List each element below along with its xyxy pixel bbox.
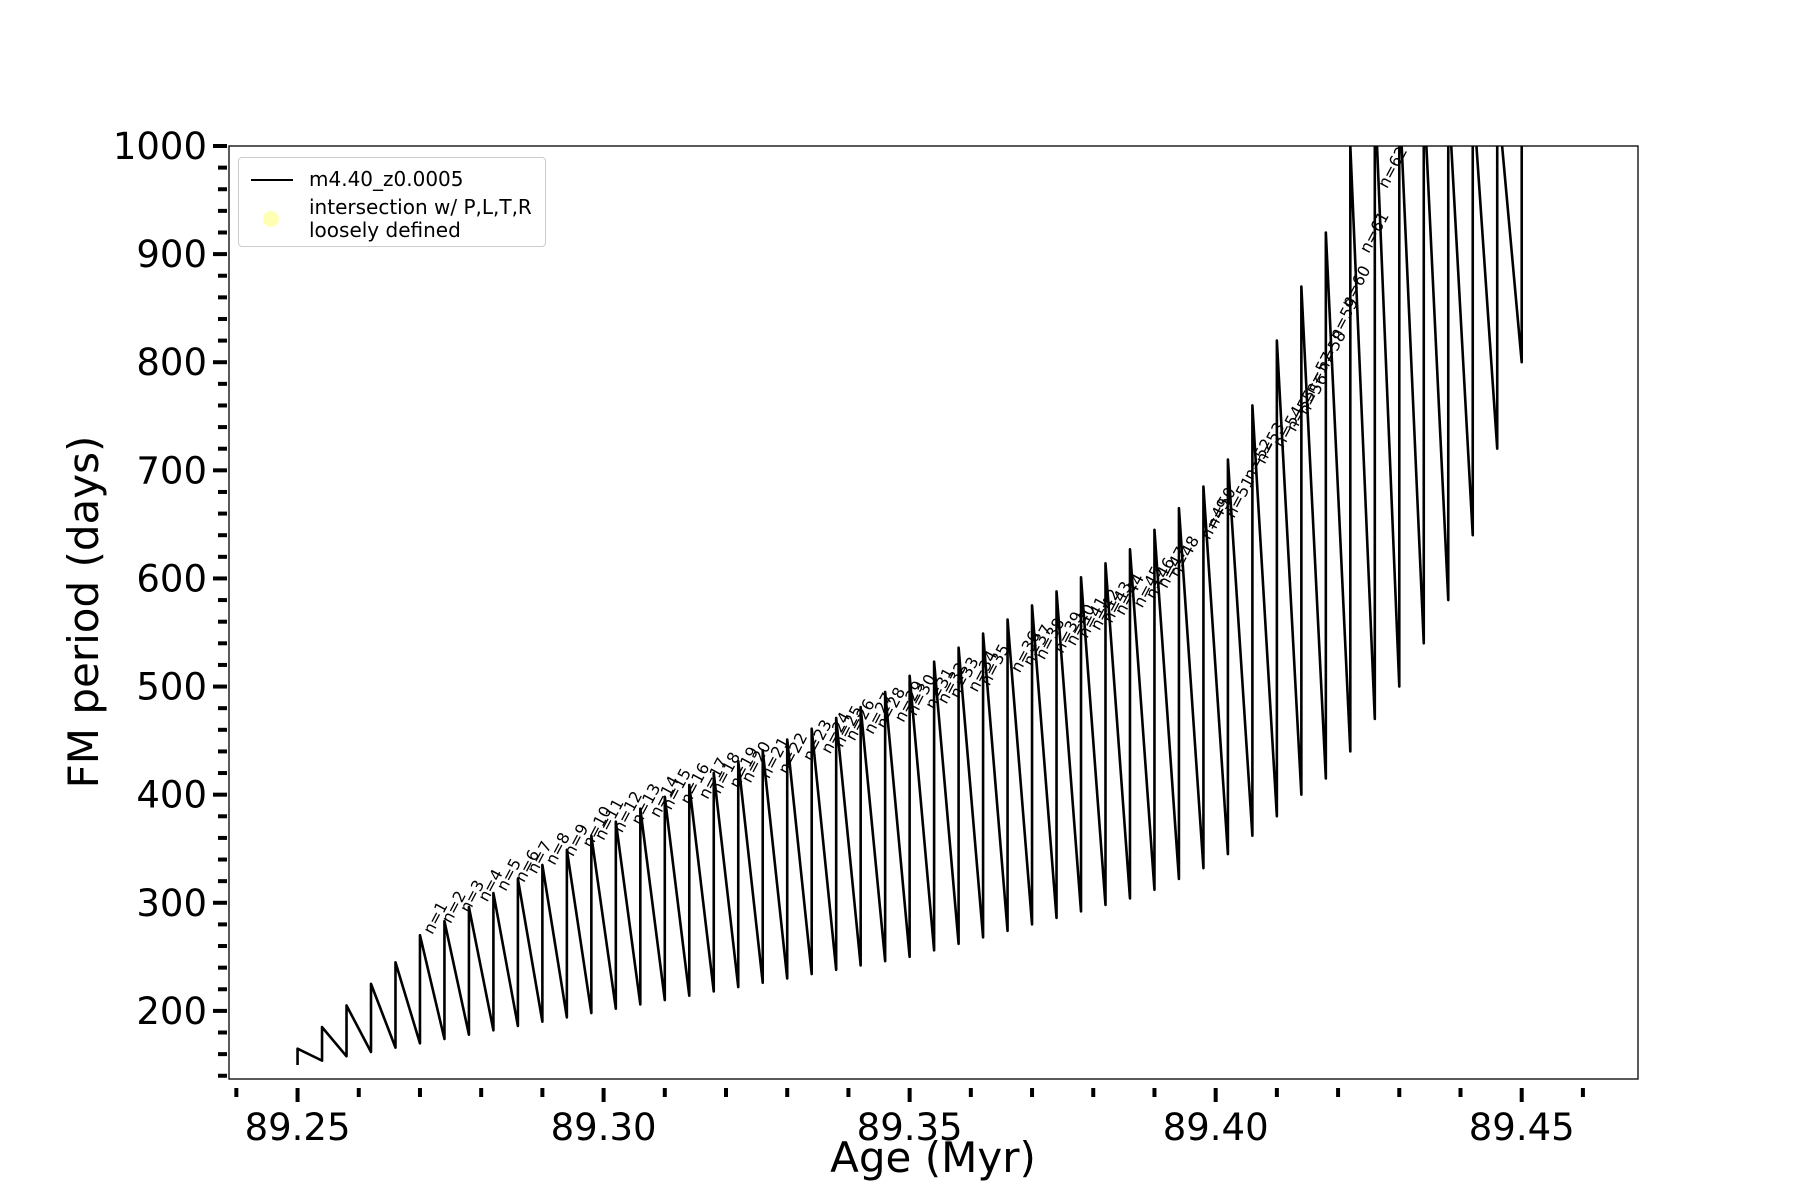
x-tick-label: 89.25 — [245, 1106, 351, 1149]
legend: m4.40_z0.0005 intersection w/ P,L,T,R loo… — [238, 157, 546, 247]
y-tick-label: 300 — [136, 882, 207, 925]
y-tick-label: 200 — [136, 990, 207, 1033]
legend-label: intersection w/ P,L,T,R loosely defined — [309, 195, 532, 242]
y-tick-label: 800 — [136, 341, 207, 384]
annotation: n=60 — [1337, 262, 1374, 310]
legend-symbol — [263, 211, 279, 227]
annotation: n=61 — [1355, 208, 1392, 256]
x-axis-label: Age (Myr) — [830, 1133, 1036, 1182]
x-tick-label: 89.40 — [1163, 1106, 1269, 1149]
y-tick-label: 500 — [136, 666, 207, 709]
y-tick-label: 1000 — [113, 125, 207, 168]
y-tick-label: 600 — [136, 557, 207, 600]
data-line — [296, 146, 1524, 1065]
legend-symbol — [251, 179, 293, 181]
y-tick-label: 900 — [136, 233, 207, 276]
y-tick-label: 400 — [136, 774, 207, 817]
x-tick-label: 89.35 — [857, 1106, 963, 1149]
x-tick-label: 89.30 — [551, 1106, 657, 1149]
y-axis-label: FM period (days) — [59, 436, 108, 789]
legend-label: m4.40_z0.0005 — [309, 167, 464, 191]
x-tick-label: 89.45 — [1469, 1106, 1575, 1149]
y-tick-label: 700 — [136, 449, 207, 492]
plot-area — [296, 146, 1524, 1065]
annotation: n=62 — [1374, 143, 1411, 191]
plot-frame — [228, 145, 1639, 1080]
